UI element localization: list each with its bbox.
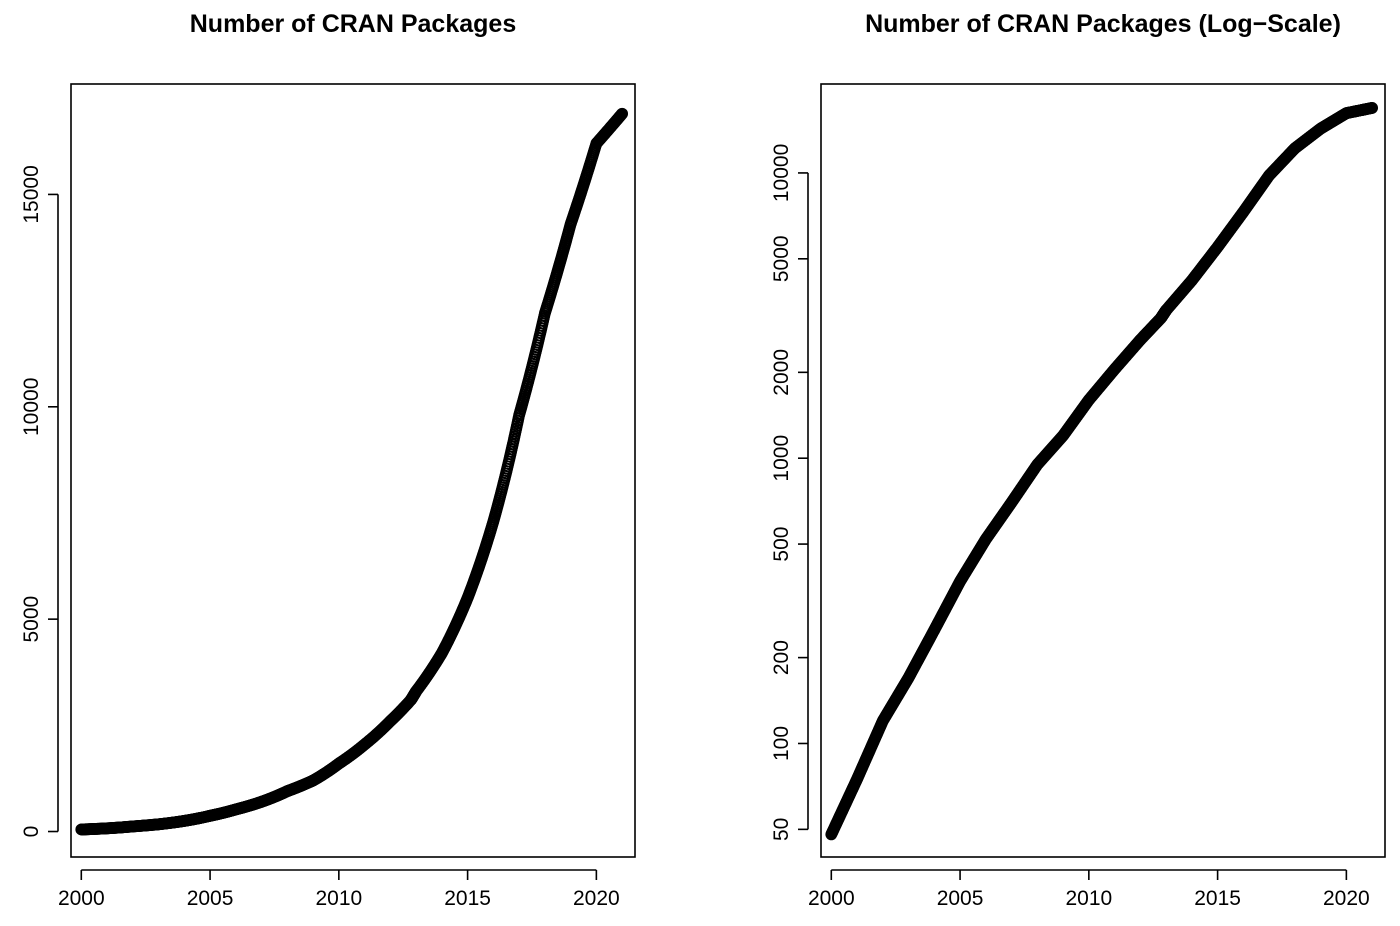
- y-axis: 50 100 200 500 1000 2000 5000 10000: [770, 144, 809, 841]
- data-point: [1366, 102, 1379, 114]
- x-tick-label: 2015: [1194, 887, 1241, 910]
- x-tick-label: 2000: [808, 887, 855, 910]
- y-tick-label: 15000: [20, 165, 43, 223]
- plot-area: [70, 83, 636, 858]
- x-axis: 2000 2005 2010 2015 2020: [58, 869, 620, 910]
- y-tick-label: 0: [20, 826, 43, 838]
- x-tick-label: 2020: [573, 887, 620, 910]
- y-tick-label: 2000: [770, 349, 793, 396]
- x-tick-label: 2020: [1323, 887, 1370, 910]
- x-tick-label: 2005: [187, 887, 234, 910]
- data-points: [75, 107, 629, 836]
- y-tick-label: 5000: [770, 235, 793, 282]
- y-tick-label: 5000: [20, 596, 43, 643]
- chart-title: Number of CRAN Packages (Log−Scale): [865, 10, 1341, 38]
- x-tick-label: 2015: [444, 887, 491, 910]
- x-axis: 2000 2005 2010 2015 2020: [808, 869, 1370, 910]
- y-tick-label: 10000: [20, 378, 43, 436]
- plot-area: [820, 83, 1386, 858]
- linear-scale-panel: Number of CRAN Packages 2000 2005 2010 2015…: [20, 10, 636, 910]
- y-tick-label: 10000: [770, 144, 793, 202]
- y-axis: 0 5000 10000 15000: [20, 165, 59, 838]
- y-tick-label: 50: [770, 818, 793, 841]
- x-tick-label: 2000: [58, 887, 105, 910]
- y-tick-label: 100: [770, 726, 793, 761]
- data-point: [616, 107, 629, 120]
- x-tick-label: 2010: [315, 887, 362, 910]
- y-tick-label: 1000: [770, 435, 793, 482]
- y-tick-label: 500: [770, 527, 793, 562]
- data-points: [825, 102, 1379, 841]
- x-tick-label: 2010: [1065, 887, 1112, 910]
- x-tick-label: 2005: [937, 887, 984, 910]
- y-tick-label: 200: [770, 640, 793, 675]
- log-scale-panel: Number of CRAN Packages (Log−Scale) 2000…: [770, 10, 1386, 910]
- chart-title: Number of CRAN Packages: [190, 10, 516, 38]
